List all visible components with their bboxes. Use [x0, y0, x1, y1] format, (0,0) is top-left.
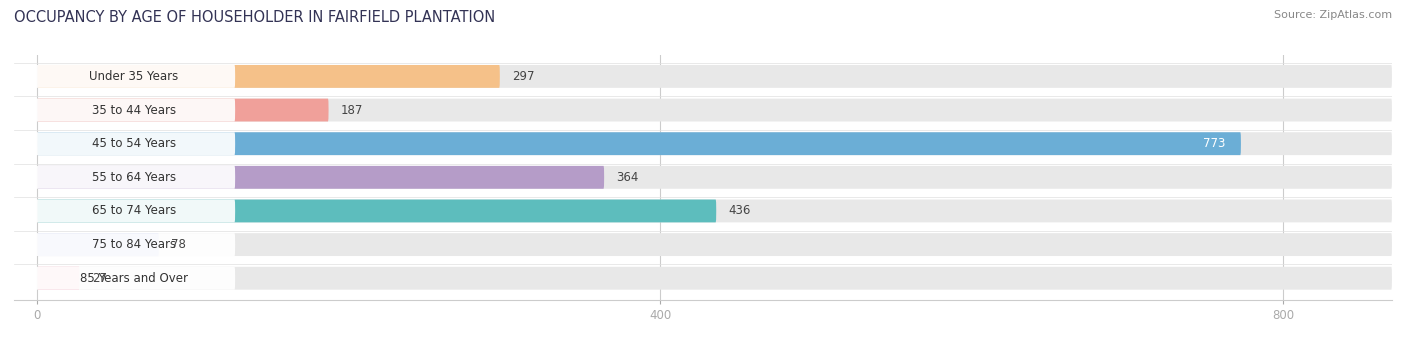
- Text: Source: ZipAtlas.com: Source: ZipAtlas.com: [1274, 10, 1392, 20]
- FancyBboxPatch shape: [32, 166, 235, 189]
- FancyBboxPatch shape: [38, 166, 1392, 189]
- Text: 75 to 84 Years: 75 to 84 Years: [91, 238, 176, 251]
- FancyBboxPatch shape: [38, 233, 159, 256]
- Text: 55 to 64 Years: 55 to 64 Years: [91, 171, 176, 184]
- FancyBboxPatch shape: [32, 199, 235, 222]
- Text: OCCUPANCY BY AGE OF HOUSEHOLDER IN FAIRFIELD PLANTATION: OCCUPANCY BY AGE OF HOUSEHOLDER IN FAIRF…: [14, 10, 495, 25]
- FancyBboxPatch shape: [38, 132, 1392, 155]
- FancyBboxPatch shape: [38, 166, 605, 189]
- Text: 436: 436: [728, 205, 751, 218]
- Text: 27: 27: [91, 272, 107, 285]
- Text: Under 35 Years: Under 35 Years: [90, 70, 179, 83]
- FancyBboxPatch shape: [38, 65, 1392, 88]
- FancyBboxPatch shape: [32, 233, 235, 256]
- FancyBboxPatch shape: [38, 267, 80, 290]
- FancyBboxPatch shape: [32, 267, 235, 290]
- Text: 78: 78: [172, 238, 186, 251]
- Text: 65 to 74 Years: 65 to 74 Years: [91, 205, 176, 218]
- FancyBboxPatch shape: [38, 199, 1392, 222]
- Text: 85 Years and Over: 85 Years and Over: [80, 272, 188, 285]
- FancyBboxPatch shape: [32, 132, 235, 155]
- FancyBboxPatch shape: [38, 233, 1392, 256]
- FancyBboxPatch shape: [38, 199, 716, 222]
- FancyBboxPatch shape: [32, 65, 235, 88]
- FancyBboxPatch shape: [38, 132, 1241, 155]
- FancyBboxPatch shape: [38, 65, 499, 88]
- Text: 45 to 54 Years: 45 to 54 Years: [91, 137, 176, 150]
- Text: 297: 297: [512, 70, 534, 83]
- Text: 187: 187: [342, 104, 363, 117]
- Text: 35 to 44 Years: 35 to 44 Years: [91, 104, 176, 117]
- FancyBboxPatch shape: [32, 99, 235, 121]
- Text: 364: 364: [617, 171, 638, 184]
- FancyBboxPatch shape: [38, 99, 1392, 121]
- FancyBboxPatch shape: [38, 267, 1392, 290]
- Text: 773: 773: [1204, 137, 1226, 150]
- FancyBboxPatch shape: [38, 99, 329, 121]
